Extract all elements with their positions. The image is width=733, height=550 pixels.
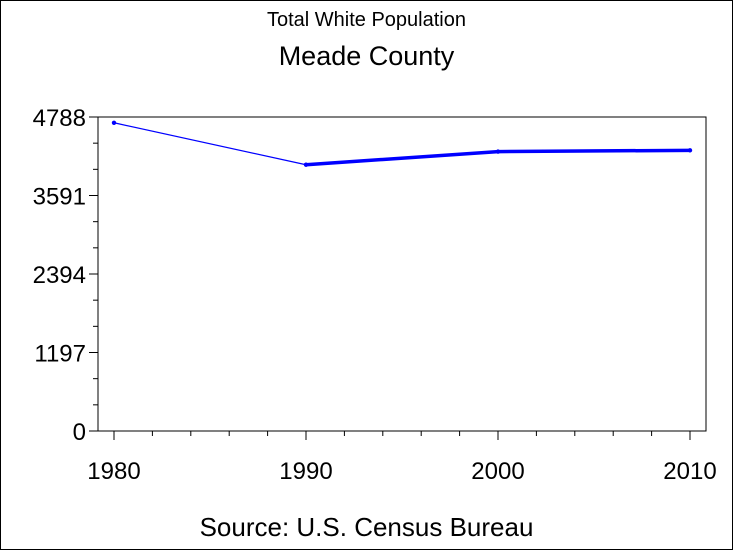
data-point <box>687 148 693 153</box>
data-point <box>303 162 309 167</box>
y-tick-label: 2394 <box>33 262 86 289</box>
plot-area-frame <box>97 116 707 432</box>
chart-subtitle: Meade County <box>278 41 455 71</box>
y-tick-label: 3591 <box>33 184 86 211</box>
x-axis: 1980 1990 2000 2010 <box>87 431 717 485</box>
x-tick-label: 2010 <box>663 458 716 485</box>
y-tick-label: 4788 <box>33 105 86 132</box>
x-tick-label: 1980 <box>87 458 140 485</box>
y-axis: 0 1197 2394 3591 4788 <box>33 105 98 446</box>
series-layer <box>111 120 693 167</box>
x-tick-label: 2000 <box>471 458 524 485</box>
chart-title: Total White Population <box>266 9 466 31</box>
data-point <box>495 149 501 154</box>
data-point <box>111 120 117 125</box>
chart-footnote: Source: U.S. Census Bureau <box>199 512 534 542</box>
x-tick-label: 1990 <box>279 458 332 485</box>
y-tick-label: 0 <box>73 419 86 446</box>
series-line-segment <box>497 148 691 154</box>
series-line-segment <box>305 149 499 167</box>
y-tick-label: 1197 <box>34 341 86 368</box>
series-line-segment <box>113 122 307 166</box>
